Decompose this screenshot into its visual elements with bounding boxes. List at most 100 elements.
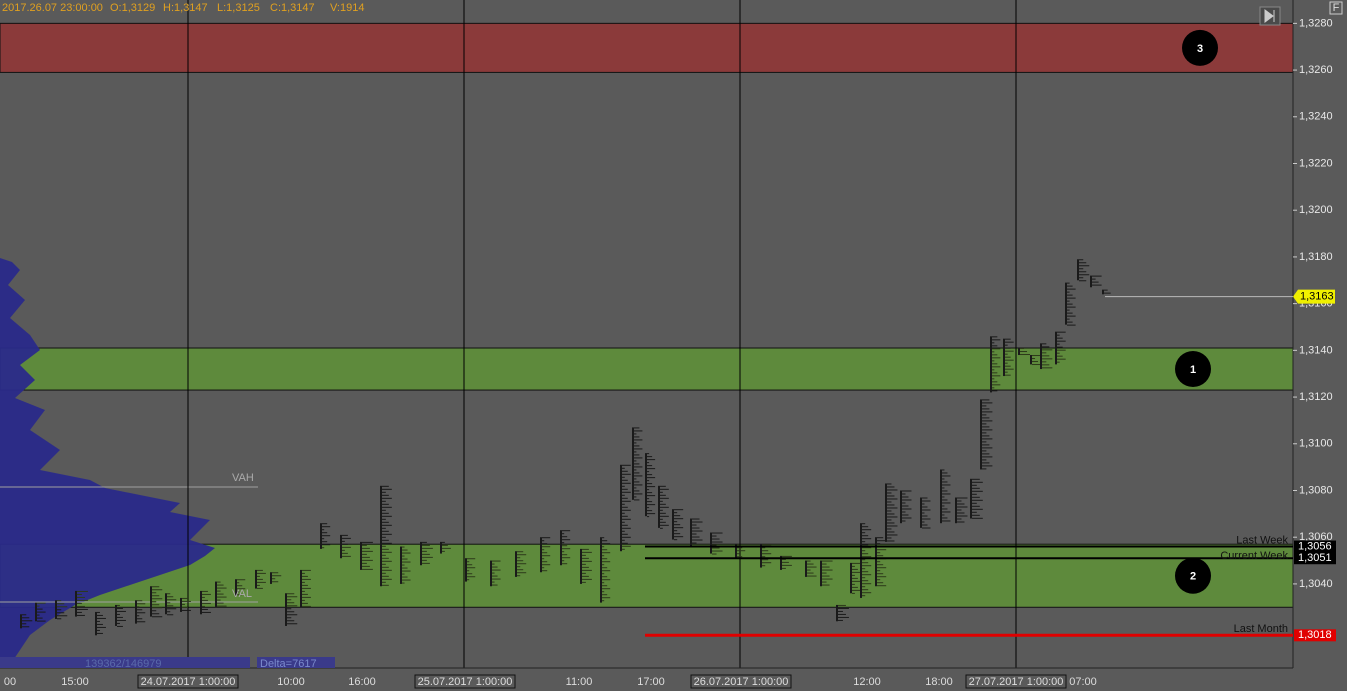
cluster-row: [674, 518, 684, 520]
cluster-row: [992, 336, 998, 338]
cluster-row: [982, 468, 987, 470]
cluster-body: [1040, 343, 1042, 370]
cluster-body: [1003, 338, 1005, 377]
cluster-body: [75, 590, 77, 617]
cluster-body: [990, 336, 992, 393]
cluster-row: [217, 587, 227, 589]
cluster-row: [660, 509, 663, 511]
cluster-row: [137, 621, 146, 623]
cluster-row: [862, 568, 866, 570]
cluster-column: [1018, 348, 1031, 356]
cluster-row: [1005, 338, 1011, 340]
cluster-row: [647, 471, 650, 473]
cluster-row: [634, 427, 640, 429]
cluster-row: [647, 480, 650, 482]
cluster-row: [1067, 282, 1070, 284]
plot: [20, 259, 1111, 636]
cluster-row: [237, 585, 243, 587]
cluster-row: [602, 543, 611, 545]
cluster-row: [942, 505, 945, 507]
cluster-row: [602, 588, 611, 590]
cluster-row: [852, 568, 858, 570]
cluster-row: [634, 490, 640, 492]
cluster-row: [152, 616, 163, 618]
cluster-row: [152, 589, 163, 591]
cluster-row: [838, 616, 849, 618]
cluster-row: [852, 589, 861, 591]
x-tick-label: 18:00: [925, 676, 953, 688]
cluster-row: [887, 495, 895, 497]
cluster-row: [622, 536, 631, 538]
cluster-row: [862, 532, 866, 534]
cluster-column: [300, 569, 311, 608]
cluster-row: [887, 510, 892, 512]
cluster-row: [1042, 352, 1047, 354]
cluster-row: [382, 563, 386, 565]
cluster-row: [562, 533, 565, 535]
cluster-row: [942, 490, 948, 492]
x-tick-label: 07:00: [1069, 676, 1097, 688]
y-tick-label: 1,3060: [1299, 531, 1333, 543]
cluster-row: [822, 578, 833, 580]
cluster-row: [302, 605, 311, 607]
cluster-row: [982, 441, 987, 443]
cluster-row: [692, 536, 700, 538]
cluster-row: [117, 613, 120, 615]
x-date-box: [690, 674, 792, 689]
cluster-row: [362, 556, 370, 558]
cluster-row: [402, 549, 408, 551]
cluster-row: [237, 582, 240, 584]
cluster-row: [992, 351, 995, 353]
x-tick-label: 11:00: [566, 676, 593, 688]
cluster-row: [97, 632, 103, 634]
cluster-row: [1067, 285, 1073, 287]
cluster-row: [862, 589, 869, 591]
cluster-row: [302, 584, 308, 586]
cluster-row: [972, 514, 980, 516]
cluster-row: [692, 521, 703, 523]
cluster-row: [922, 503, 925, 505]
cluster-row: [634, 469, 637, 471]
cluster-row: [237, 579, 246, 581]
cluster-row: [257, 581, 266, 583]
cluster-row: [822, 581, 827, 583]
cluster-row: [862, 523, 866, 525]
f-button-icon: F: [1333, 2, 1340, 14]
cluster-row: [287, 596, 298, 598]
cluster-body: [780, 555, 782, 570]
cluster-row: [77, 599, 88, 601]
header-text: O:1,3129: [110, 2, 155, 14]
cluster-row: [647, 453, 650, 455]
cluster-row: [22, 617, 30, 619]
cluster-column: [215, 581, 227, 608]
cluster-row: [622, 524, 628, 526]
cluster-row: [1005, 341, 1014, 343]
cluster-row: [542, 552, 548, 554]
cluster-row: [622, 503, 625, 505]
f-button[interactable]: [1329, 1, 1343, 15]
cluster-row: [942, 502, 951, 504]
cluster-column: [20, 614, 33, 629]
cluster-row: [422, 544, 430, 546]
cluster-row: [302, 590, 305, 592]
cluster-row: [1057, 361, 1060, 363]
cluster-row: [622, 464, 631, 466]
cluster-row: [992, 387, 995, 389]
cluster-row: [838, 604, 846, 606]
cluster-row: [442, 541, 445, 543]
cluster-row: [1057, 355, 1063, 357]
cluster-row: [674, 515, 681, 517]
cluster-row: [77, 614, 85, 616]
cluster-row: [982, 444, 990, 446]
cluster-row: [1067, 300, 1070, 302]
cluster-row: [582, 566, 589, 568]
cluster-row: [582, 575, 589, 577]
cluster-row: [152, 610, 157, 612]
cluster-row: [1005, 350, 1014, 352]
cluster-row: [922, 497, 928, 499]
delta-box: [257, 657, 335, 668]
cluster-row: [602, 558, 608, 560]
cluster-row: [402, 567, 408, 569]
cluster-row: [382, 584, 389, 586]
cluster-row: [992, 339, 1001, 341]
